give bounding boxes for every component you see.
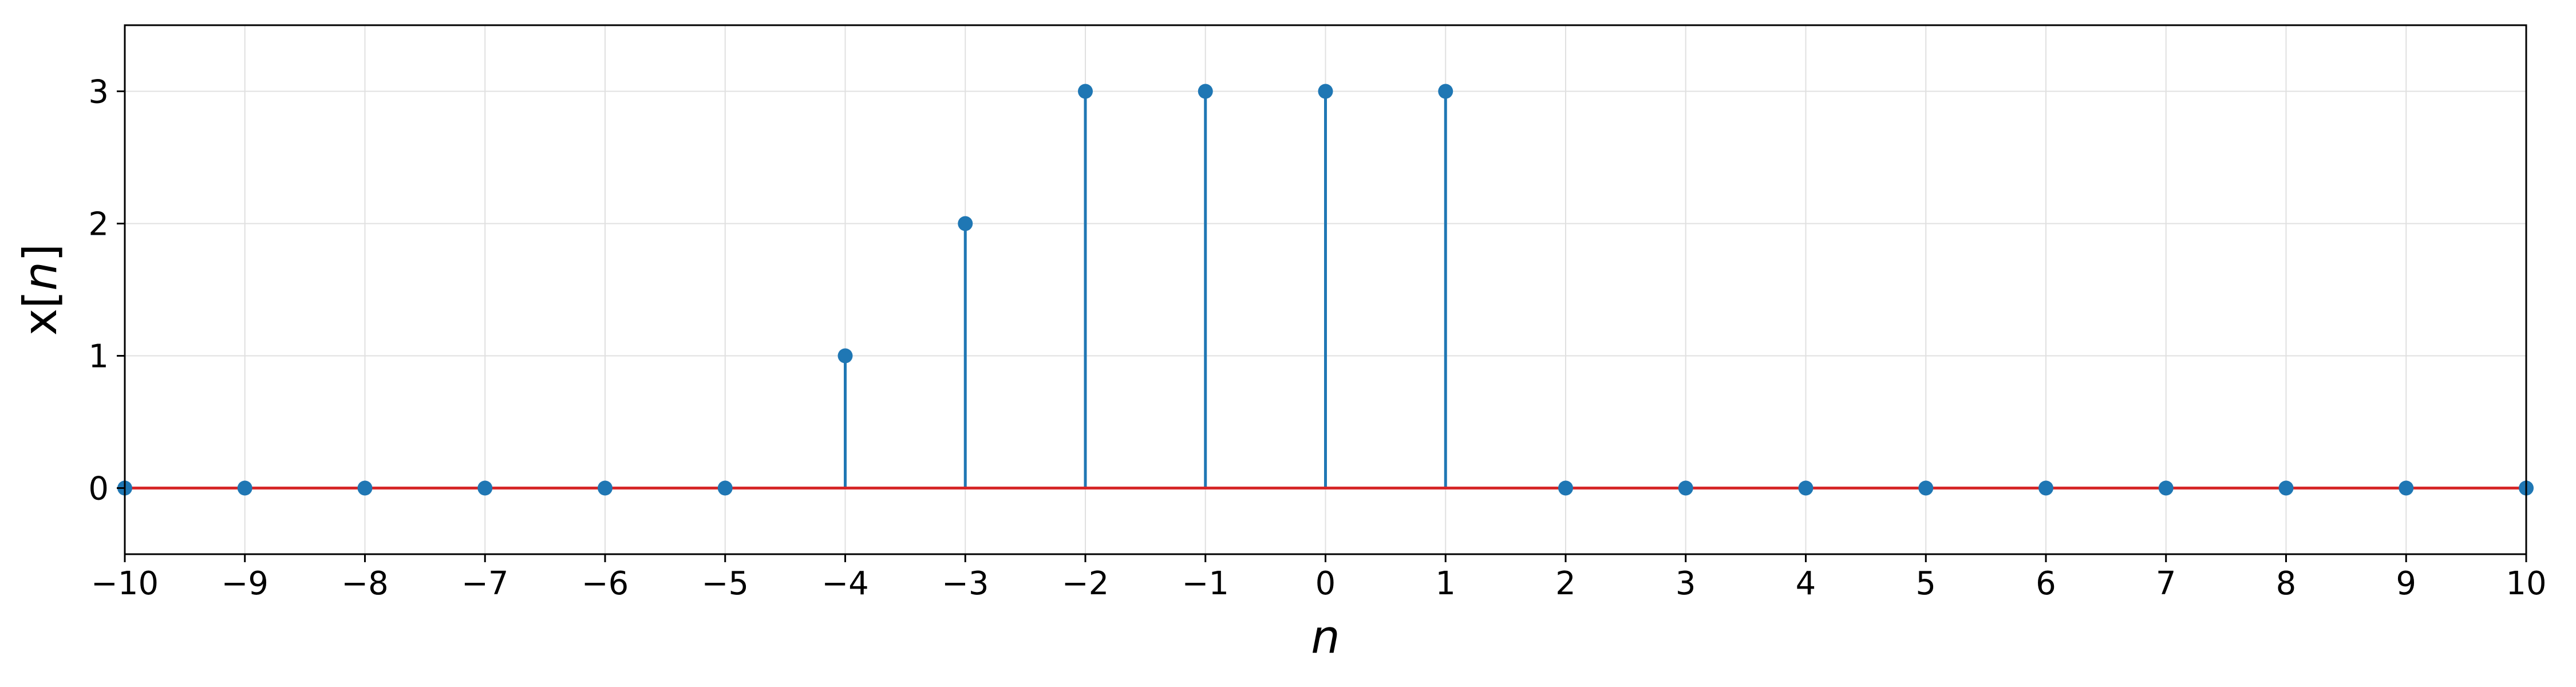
y-axis-label: x[n] — [14, 244, 67, 335]
x-tick-label: 3 — [1676, 565, 1696, 602]
x-axis-ticks: −10 −9 −8 −7 −6 −5 −4 −3 −2 −1 0 1 2 3 4 5 6 7 8 9 10 — [91, 554, 2547, 602]
stem-marker — [1078, 84, 1093, 99]
x-tick-label: −8 — [341, 565, 389, 602]
y-axis-ticks: 0 1 2 3 — [88, 74, 125, 508]
stem-marker — [958, 216, 973, 231]
stem-marker — [2278, 480, 2294, 496]
stem-marker — [2158, 480, 2174, 496]
stem-marker — [837, 348, 853, 364]
stem-markers — [117, 84, 2534, 496]
x-axis-label: n — [1311, 610, 1340, 664]
stem-marker — [717, 480, 733, 496]
x-tick-label: 0 — [1315, 565, 1336, 602]
stem-marker — [1198, 84, 1213, 99]
stem-lines — [844, 91, 1447, 488]
x-tick-label: −2 — [1062, 565, 1109, 602]
x-tick-label: 8 — [2276, 565, 2297, 602]
x-tick-label: −4 — [821, 565, 869, 602]
x-tick-label: 10 — [2506, 565, 2546, 602]
stem-marker — [357, 480, 373, 496]
x-tick-label: 7 — [2156, 565, 2176, 602]
y-axis-label-suffix: ] — [14, 244, 67, 262]
stem-marker — [1438, 84, 1453, 99]
y-tick-label: 1 — [88, 338, 109, 376]
x-tick-label: −10 — [91, 565, 159, 602]
stem-marker — [2399, 480, 2414, 496]
stem-marker — [1318, 84, 1333, 99]
y-axis-label-var: n — [14, 262, 67, 291]
x-tick-label: 5 — [1915, 565, 1936, 602]
stem-marker — [237, 480, 252, 496]
y-tick-label: 0 — [88, 471, 109, 508]
x-tick-label: −1 — [1182, 565, 1229, 602]
y-tick-label: 2 — [88, 206, 109, 243]
stem-marker — [1918, 480, 1934, 496]
x-tick-label: 9 — [2396, 565, 2416, 602]
x-tick-label: −6 — [582, 565, 629, 602]
x-tick-label: 2 — [1555, 565, 1576, 602]
x-tick-label: −7 — [461, 565, 509, 602]
stem-marker — [477, 480, 493, 496]
stem-marker — [598, 480, 613, 496]
stem-marker — [1678, 480, 1693, 496]
x-tick-label: 4 — [1796, 565, 1816, 602]
x-tick-label: 6 — [2036, 565, 2056, 602]
stem-marker — [2038, 480, 2053, 496]
x-tick-label: −5 — [701, 565, 749, 602]
x-tick-label: −9 — [221, 565, 268, 602]
stem-marker — [1558, 480, 1573, 496]
x-tick-label: −3 — [942, 565, 989, 602]
y-axis-label-prefix: x[ — [14, 291, 67, 336]
stem-marker — [1798, 480, 1814, 496]
x-tick-label: 1 — [1435, 565, 1456, 602]
y-tick-label: 3 — [88, 74, 109, 111]
